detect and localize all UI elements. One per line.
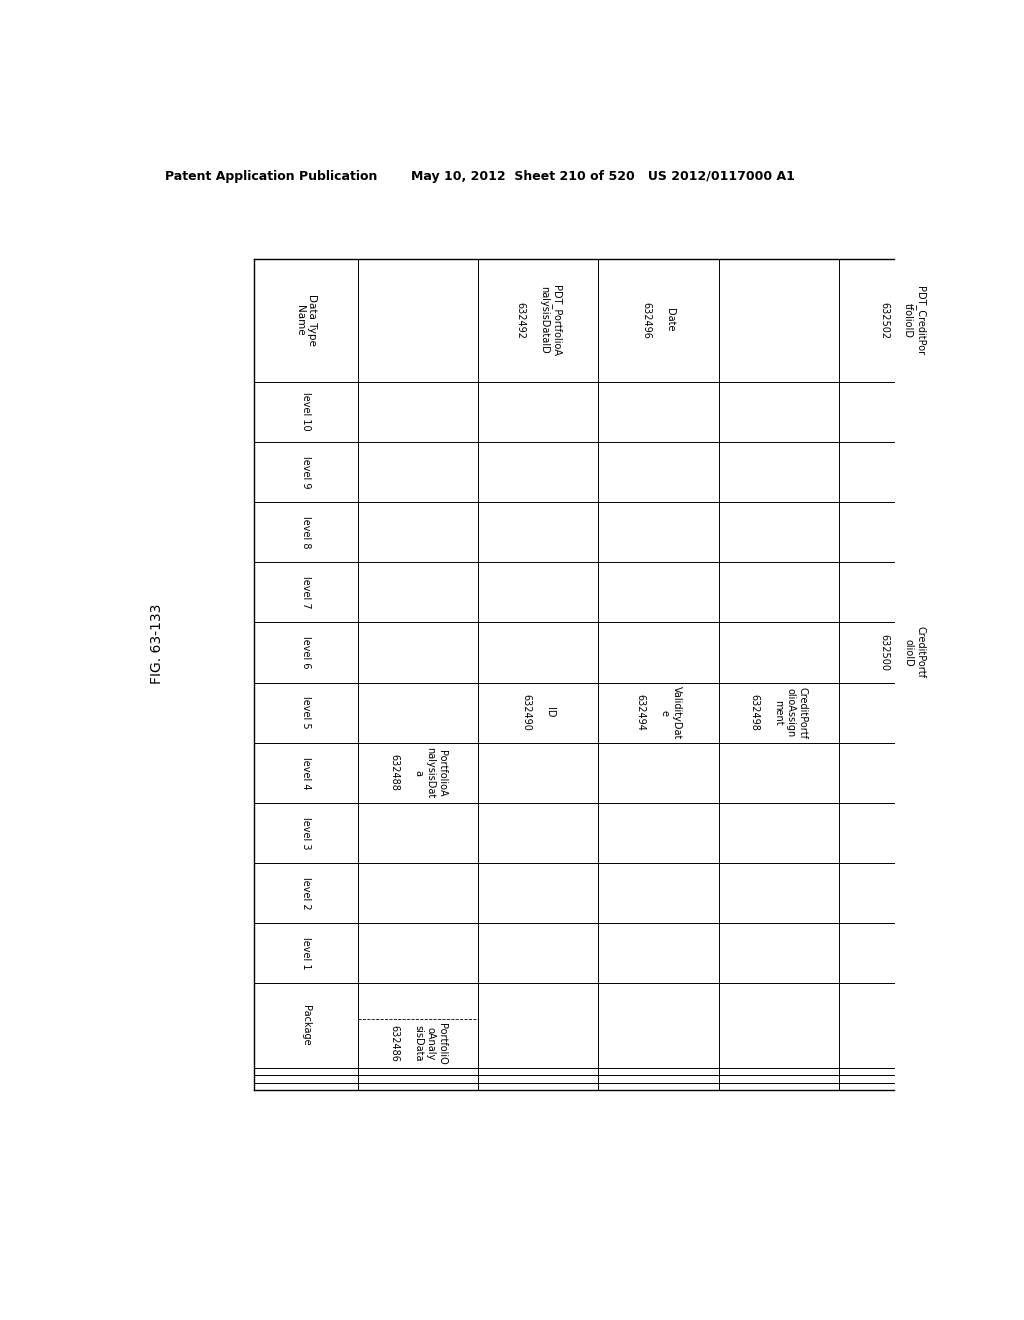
Text: level 6: level 6	[301, 636, 311, 669]
Text: ValidityDat
e

632494: ValidityDat e 632494	[636, 686, 682, 739]
Text: ID

632490: ID 632490	[521, 694, 555, 731]
Text: level 9: level 9	[301, 455, 311, 488]
Text: PDT_CreditPor
tfolioID

632502: PDT_CreditPor tfolioID 632502	[880, 285, 926, 355]
Text: level 1: level 1	[301, 937, 311, 970]
Text: Date

632496: Date 632496	[641, 302, 676, 338]
Text: FIG. 63-133: FIG. 63-133	[151, 603, 165, 684]
Text: level 4: level 4	[301, 756, 311, 789]
Text: Package: Package	[301, 1006, 311, 1047]
Text: level 7: level 7	[301, 576, 311, 609]
Text: PDT_PortfolioA
nalysisDataID

632492: PDT_PortfolioA nalysisDataID 632492	[515, 285, 562, 355]
Text: Patent Application Publication: Patent Application Publication	[165, 170, 378, 183]
Text: PortfolioA
nalysisDat
a

632488: PortfolioA nalysisDat a 632488	[389, 747, 447, 799]
Text: level 2: level 2	[301, 876, 311, 909]
Text: Data Type
Name: Data Type Name	[295, 294, 316, 346]
Text: May 10, 2012  Sheet 210 of 520   US 2012/0117000 A1: May 10, 2012 Sheet 210 of 520 US 2012/01…	[411, 170, 795, 183]
Text: level 5: level 5	[301, 697, 311, 729]
Text: level 8: level 8	[301, 516, 311, 548]
Text: level 3: level 3	[301, 817, 311, 849]
Text: PortfoliO
oAnaly
sisData

632486: PortfoliO oAnaly sisData 632486	[389, 1023, 447, 1064]
Text: CreditPortf
olioID

632500: CreditPortf olioID 632500	[880, 627, 926, 678]
Text: CreditPortf
olioAssign
ment

632498: CreditPortf olioAssign ment 632498	[750, 686, 808, 739]
Text: level 10: level 10	[301, 392, 311, 432]
